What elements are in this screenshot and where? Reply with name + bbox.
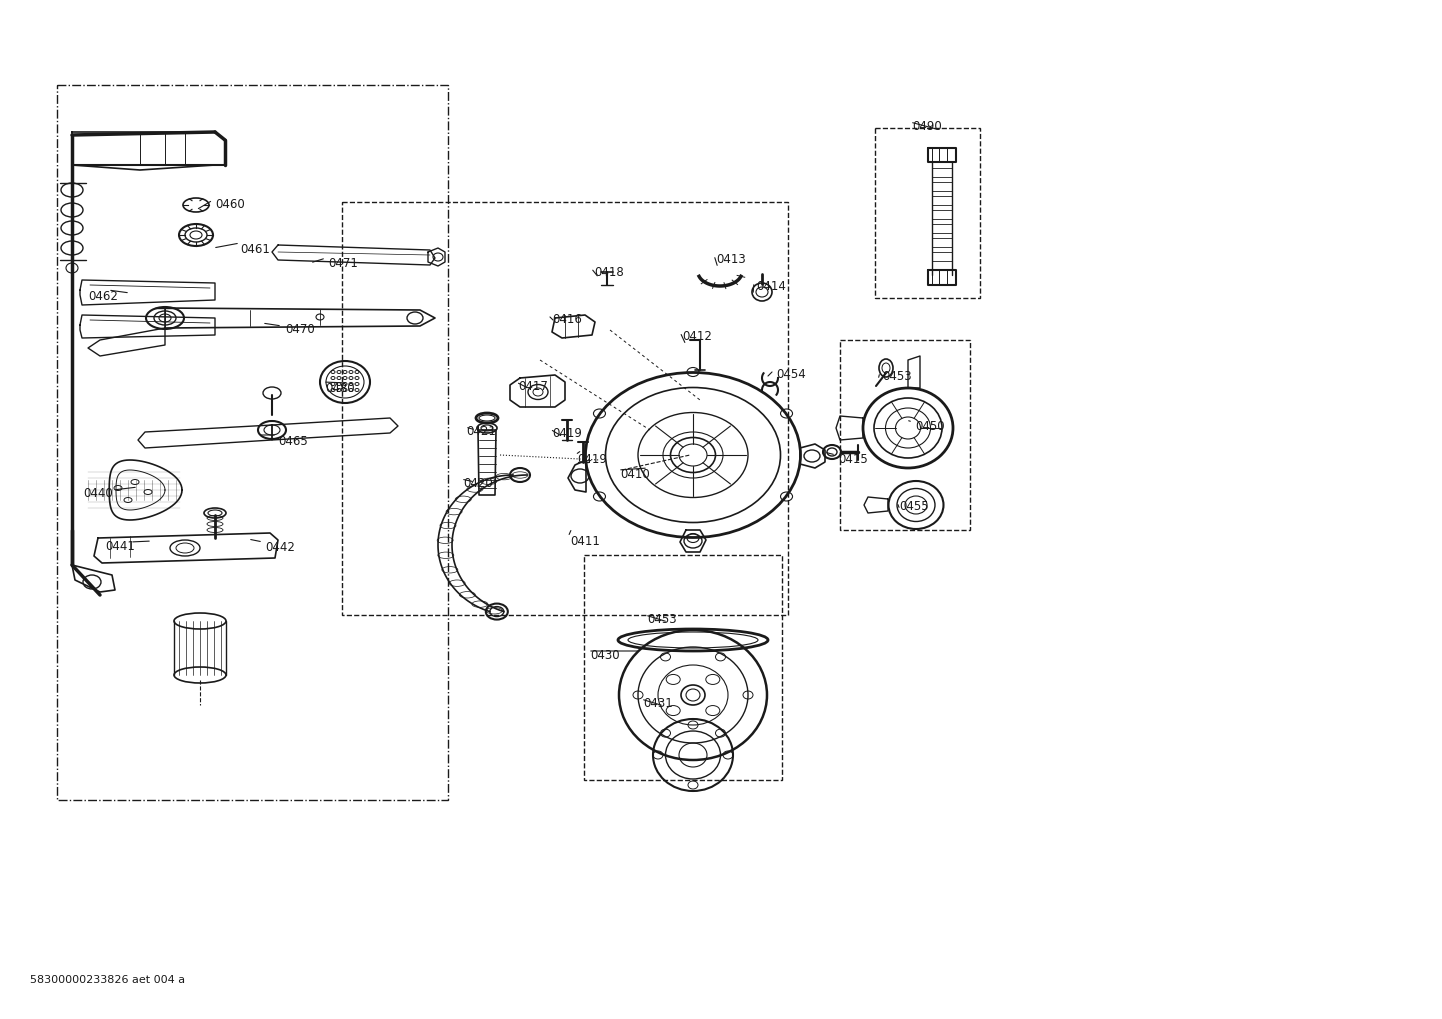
Text: 0431: 0431 bbox=[643, 697, 673, 710]
Text: 0419: 0419 bbox=[552, 427, 583, 440]
Bar bbox=[875, 128, 981, 298]
Text: 0430: 0430 bbox=[590, 649, 620, 662]
Text: 0414: 0414 bbox=[756, 280, 786, 293]
Text: 0480: 0480 bbox=[324, 382, 355, 395]
Bar bbox=[342, 202, 787, 615]
Text: 0453: 0453 bbox=[883, 370, 911, 383]
Text: 0440: 0440 bbox=[84, 487, 112, 500]
Text: 0418: 0418 bbox=[594, 266, 624, 279]
Text: 0460: 0460 bbox=[215, 198, 245, 211]
Text: 0442: 0442 bbox=[265, 541, 294, 554]
Text: 0416: 0416 bbox=[552, 313, 583, 326]
Text: 0419: 0419 bbox=[577, 453, 607, 466]
Text: 0412: 0412 bbox=[682, 330, 712, 343]
Text: 0441: 0441 bbox=[105, 540, 136, 553]
Text: 0462: 0462 bbox=[88, 290, 118, 303]
Text: 0411: 0411 bbox=[570, 535, 600, 548]
Text: 0454: 0454 bbox=[776, 368, 806, 381]
Text: 0490: 0490 bbox=[911, 120, 942, 133]
Text: 0455: 0455 bbox=[898, 500, 929, 513]
Text: 0415: 0415 bbox=[838, 453, 868, 466]
Text: 0413: 0413 bbox=[717, 253, 746, 266]
Text: 58300000233826 aet 004 a: 58300000233826 aet 004 a bbox=[30, 975, 185, 985]
Text: 0410: 0410 bbox=[620, 468, 650, 481]
Bar bbox=[584, 555, 782, 780]
Text: 0465: 0465 bbox=[278, 435, 307, 448]
Bar bbox=[58, 85, 448, 800]
Text: 0420: 0420 bbox=[463, 477, 493, 490]
Bar bbox=[841, 340, 970, 530]
Text: 0453: 0453 bbox=[647, 613, 676, 626]
Text: 0417: 0417 bbox=[518, 380, 548, 393]
Text: 0421: 0421 bbox=[466, 425, 496, 438]
Text: 0450: 0450 bbox=[916, 420, 945, 433]
Text: 0470: 0470 bbox=[286, 323, 314, 336]
Text: 0461: 0461 bbox=[239, 243, 270, 256]
Text: 0471: 0471 bbox=[327, 257, 358, 270]
